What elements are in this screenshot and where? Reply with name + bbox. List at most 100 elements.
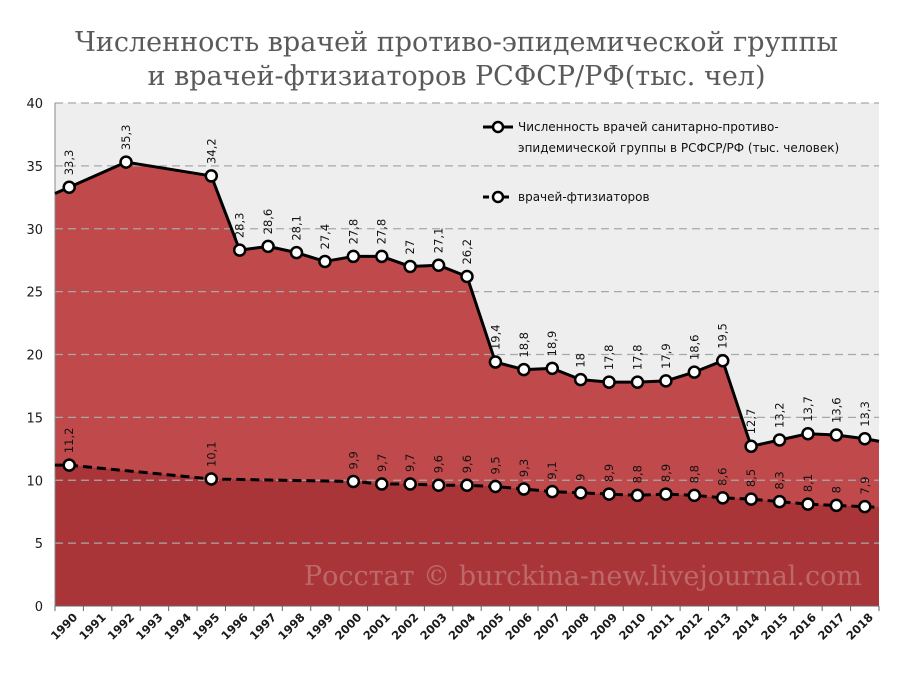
x-tick-label: 2014: [730, 610, 763, 643]
x-tick-label: 2015: [758, 610, 791, 643]
phthisiatricians-data-label: 8,9: [602, 464, 616, 482]
x-tick-label: 2017: [815, 610, 848, 643]
phthisiatricians-data-label: 8,5: [744, 469, 758, 487]
sanitary-epidemic-point: [517, 362, 531, 377]
phthisiatricians-data-label: 11,2: [62, 428, 76, 454]
sanitary-epidemic-data-label: 28,1: [290, 215, 304, 241]
x-tick-label: 2004: [446, 610, 479, 643]
y-tick-label: 40: [26, 97, 43, 112]
phthisiatricians-data-label: 7,9: [858, 476, 872, 494]
sanitary-epidemic-point: [261, 239, 275, 254]
phthisiatricians-data-label: 8,3: [773, 471, 787, 489]
phthisiatricians-point: [602, 487, 616, 501]
sanitary-epidemic-data-label: 19,4: [488, 324, 502, 350]
phthisiatricians-data-label: 8,6: [716, 468, 730, 486]
phthisiatricians-point: [204, 472, 219, 486]
sanitary-epidemic-point: [659, 374, 673, 388]
sanitary-epidemic-point: [119, 155, 133, 169]
x-tick-label: 2008: [559, 610, 592, 643]
phthisiatricians-point: [403, 477, 417, 491]
sanitary-epidemic-point: [630, 375, 645, 389]
sanitary-epidemic-point: [318, 254, 332, 269]
phthisiatricians-data-label: 10,1: [204, 441, 218, 467]
phthisiatricians-data-label: 9: [574, 473, 588, 480]
sanitary-epidemic-data-label: 27,4: [318, 224, 332, 250]
sanitary-epidemic-data-label: 13,2: [773, 402, 787, 428]
sanitary-epidemic-point: [375, 249, 389, 264]
x-tick-label: 2006: [502, 610, 535, 643]
phthisiatricians-data-label: 8,8: [687, 465, 701, 483]
sanitary-epidemic-point: [488, 355, 503, 369]
x-tick-label: 1996: [218, 610, 251, 643]
sanitary-epidemic-point: [801, 426, 815, 441]
sanitary-epidemic-point: [403, 259, 417, 274]
sanitary-epidemic-data-label: 33,3: [62, 150, 76, 176]
sanitary-epidemic-data-label: 27,1: [432, 228, 446, 254]
phthisiatricians-data-label: 9,1: [545, 461, 559, 479]
x-tick-label: 2001: [360, 610, 393, 643]
phthisiatricians-point: [801, 497, 815, 511]
sanitary-epidemic-point: [687, 365, 702, 379]
area-phthisiatricians: [55, 465, 879, 606]
sanitary-epidemic-data-label: 18: [574, 353, 588, 368]
x-tick-label: 2000: [332, 610, 365, 643]
sanitary-epidemic-data-label: 17,9: [659, 343, 673, 369]
sanitary-epidemic-data-label: 26,2: [460, 239, 474, 265]
phthisiatricians-data-label: 9,5: [488, 456, 502, 474]
x-tick-label: 2005: [474, 610, 507, 643]
sanitary-epidemic-data-label: 12,7: [744, 409, 758, 435]
phthisiatricians-point: [488, 479, 503, 494]
x-tick-label: 2010: [616, 610, 649, 643]
legend-label-phthisiatricians: врачей-фтизиаторов: [518, 190, 650, 204]
y-tick-label: 5: [35, 537, 43, 552]
legend-label-sanitary-epidemic: эпидемической группы в РСФСР/РФ (тыс. че…: [518, 141, 839, 155]
x-tick-label: 1990: [48, 610, 81, 643]
phthisiatricians-point: [375, 477, 389, 491]
sanitary-epidemic-point: [744, 439, 758, 454]
phthisiatricians-point: [545, 484, 559, 499]
x-tick-label: 1998: [275, 610, 308, 643]
x-tick-label: 1992: [105, 610, 138, 643]
sanitary-epidemic-point: [431, 258, 446, 272]
phthisiatricians-data-label: 9,3: [517, 459, 531, 477]
sanitary-epidemic-point: [289, 245, 304, 260]
sanitary-epidemic-data-label: 34,2: [204, 138, 218, 164]
phthisiatricians-data-label: 9,7: [403, 454, 417, 472]
sanitary-epidemic-data-label: 13,6: [829, 397, 843, 423]
sanitary-epidemic-data-label: 28,3: [233, 213, 247, 239]
x-tick-label: 2018: [843, 610, 876, 643]
y-tick-label: 15: [26, 411, 43, 426]
phthisiatricians-data-label: 8,9: [659, 464, 673, 482]
phthisiatricians-point: [630, 488, 645, 503]
sanitary-epidemic-point: [204, 169, 219, 183]
y-tick-label: 20: [26, 349, 43, 364]
sanitary-epidemic-point: [772, 433, 787, 447]
y-tick-label: 30: [26, 223, 43, 238]
phthisiatricians-point: [687, 488, 702, 503]
sanitary-epidemic-data-label: 27,8: [375, 219, 389, 245]
sanitary-epidemic-data-label: 27: [403, 240, 417, 255]
y-tick-label: 10: [26, 474, 43, 489]
x-tick-label: 2003: [417, 610, 450, 643]
x-tick-label: 2011: [644, 610, 677, 643]
x-tick-label: 2009: [588, 610, 621, 643]
x-tick-label: 1999: [304, 610, 337, 643]
sanitary-epidemic-data-label: 35,3: [119, 124, 133, 150]
phthisiatricians-data-label: 8: [829, 486, 843, 493]
sanitary-epidemic-point: [602, 375, 616, 389]
sanitary-epidemic-point: [232, 243, 247, 257]
watermark: Росстат © burckina-new.livejournal.com: [304, 561, 862, 592]
x-tick-label: 1993: [133, 610, 166, 643]
phthisiatricians-point: [659, 487, 673, 501]
phthisiatricians-point: [744, 492, 758, 506]
phthisiatricians-point: [858, 499, 872, 514]
phthisiatricians-data-label: 8,1: [801, 474, 815, 492]
sanitary-epidemic-point: [829, 428, 844, 442]
phthisiatricians-point: [517, 482, 531, 496]
x-tick-label: 2007: [531, 610, 564, 643]
x-tick-label: 1997: [247, 610, 280, 643]
line-sanitary-epidemic: [54, 160, 880, 448]
phthisiatricians-point: [431, 478, 446, 493]
x-tick-label: 2012: [673, 610, 706, 643]
